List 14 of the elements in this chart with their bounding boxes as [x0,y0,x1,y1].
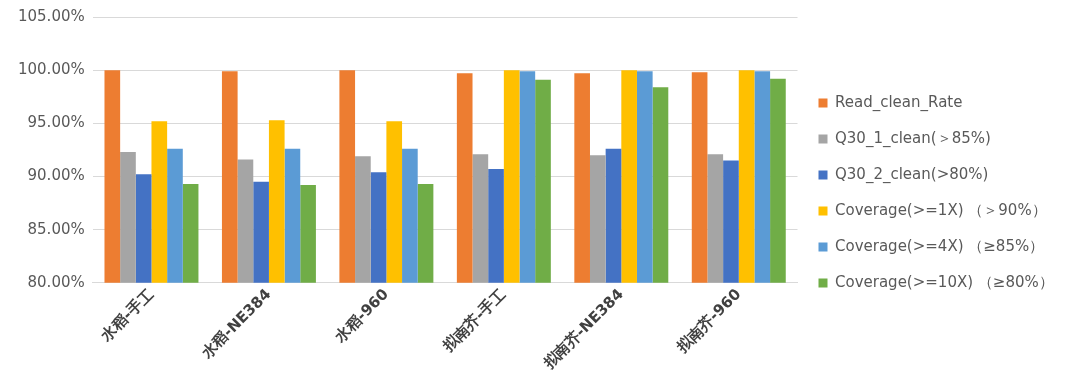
y-tick-label: 85.00% [27,219,85,238]
x-tick-label: 拟南芥-手工 [438,285,510,356]
y-tick-label: 80.00% [27,272,85,291]
legend-label: Coverage(>=1X) （＞90%） [835,200,1047,219]
x-tick-label: 水稻-手工 [96,285,158,346]
y-tick-label: 100.00% [17,60,85,79]
legend-label: Q30_1_clean(＞85%) [835,128,991,148]
legend-label: Q30_2_clean(>80%) [835,164,989,184]
legend-label: Coverage(>=4X) （≥85%） [835,236,1045,255]
y-tick-label: 90.00% [27,166,85,185]
y-tick-label: 95.00% [27,113,85,132]
y-tick-label: 105.00% [17,6,85,25]
legend-label: Coverage(>=10X) （≥80%） [835,272,1054,291]
legend-label: Read_clean_Rate [835,92,963,112]
